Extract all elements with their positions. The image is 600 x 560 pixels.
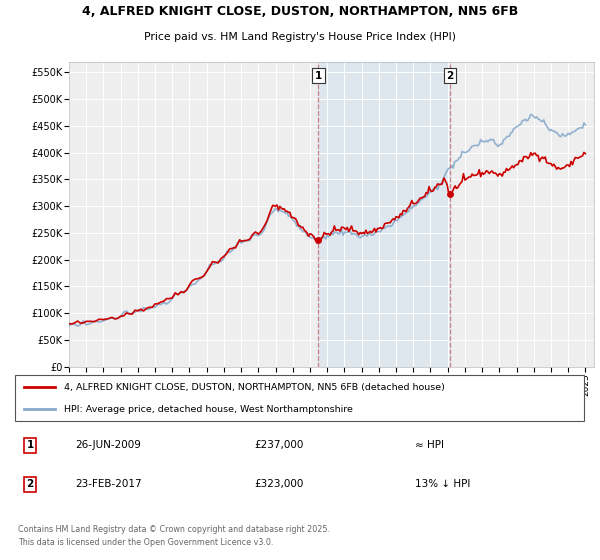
Text: Contains HM Land Registry data © Crown copyright and database right 2025.
This d: Contains HM Land Registry data © Crown c… (18, 525, 330, 547)
Bar (319, 62, 450, 367)
Text: 1: 1 (26, 440, 34, 450)
FancyBboxPatch shape (15, 375, 584, 421)
Text: 23-FEB-2017: 23-FEB-2017 (76, 479, 142, 489)
Text: Price paid vs. HM Land Registry's House Price Index (HPI): Price paid vs. HM Land Registry's House … (144, 32, 456, 43)
Text: 4, ALFRED KNIGHT CLOSE, DUSTON, NORTHAMPTON, NN5 6FB: 4, ALFRED KNIGHT CLOSE, DUSTON, NORTHAMP… (82, 4, 518, 18)
Text: 1: 1 (315, 71, 322, 81)
Text: 2: 2 (446, 71, 454, 81)
Text: £237,000: £237,000 (254, 440, 303, 450)
Text: 26-JUN-2009: 26-JUN-2009 (76, 440, 141, 450)
Text: HPI: Average price, detached house, West Northamptonshire: HPI: Average price, detached house, West… (64, 404, 353, 413)
Text: 2: 2 (26, 479, 34, 489)
Text: ≈ HPI: ≈ HPI (415, 440, 444, 450)
Text: 4, ALFRED KNIGHT CLOSE, DUSTON, NORTHAMPTON, NN5 6FB (detached house): 4, ALFRED KNIGHT CLOSE, DUSTON, NORTHAMP… (64, 383, 445, 392)
Text: £323,000: £323,000 (254, 479, 303, 489)
Text: 13% ↓ HPI: 13% ↓ HPI (415, 479, 470, 489)
